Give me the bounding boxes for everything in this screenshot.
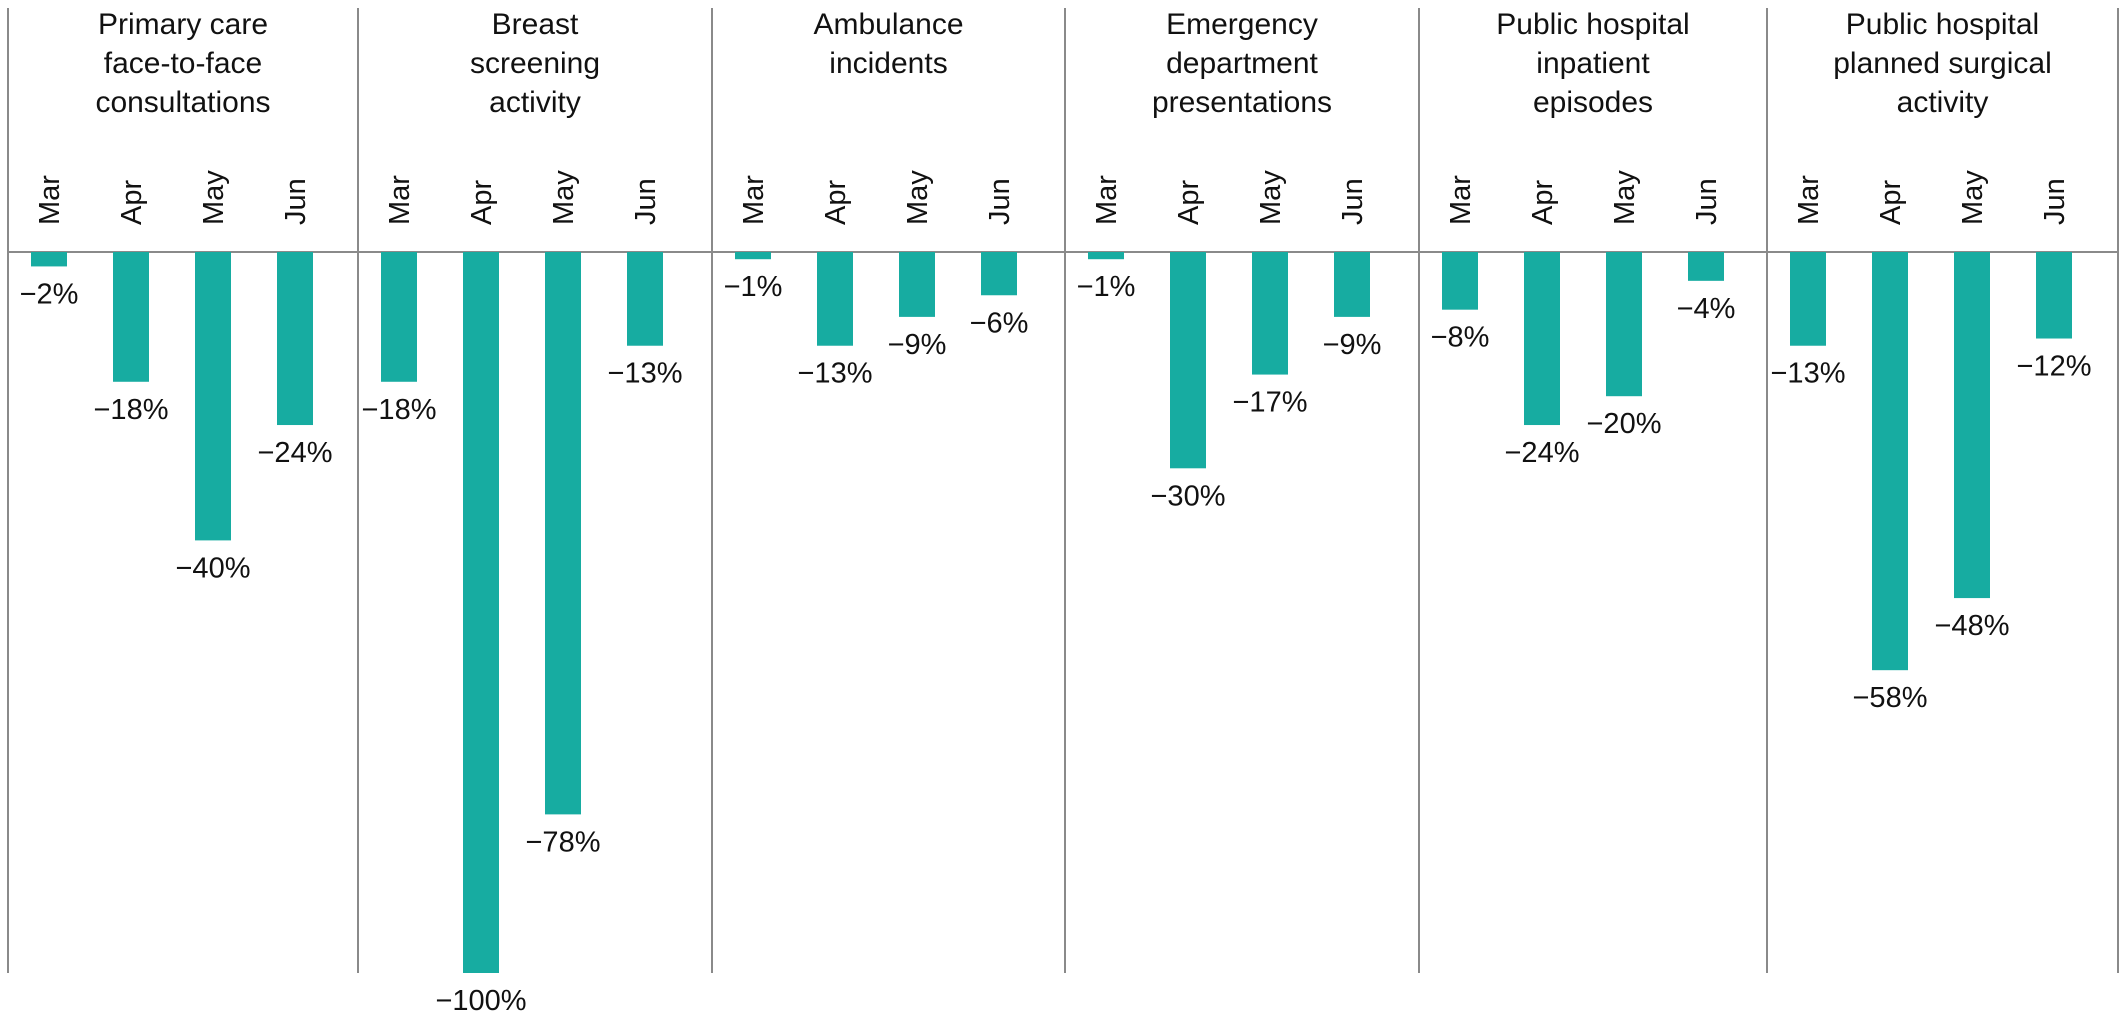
panel-title-4-line-0: Public hospital — [1496, 8, 1689, 41]
value-label-4-1: −24% — [1505, 437, 1580, 469]
bar-3-may — [1252, 252, 1288, 375]
value-label-5-3: −12% — [2017, 351, 2092, 383]
value-label-5-1: −58% — [1853, 682, 1928, 714]
tick-label-3-1: Apr — [1173, 180, 1205, 225]
bar-0-jun — [277, 252, 313, 426]
value-label-1-2: −78% — [526, 826, 601, 858]
tick-label-0-1: Apr — [116, 180, 148, 225]
value-label-3-2: −17% — [1233, 387, 1308, 419]
tick-label-2-1: Apr — [820, 180, 852, 225]
bar-5-apr — [1872, 252, 1908, 671]
value-label-4-3: −4% — [1677, 293, 1736, 325]
panel-title-0-line-1: face-to-face — [104, 47, 262, 80]
value-label-3-3: −9% — [1323, 329, 1382, 361]
tick-label-1-1: Apr — [466, 180, 498, 225]
panel-title-5-line-1: planned surgical — [1833, 47, 2051, 80]
panel-title-5-line-0: Public hospital — [1846, 8, 2039, 41]
panel-title-1-line-0: Breast — [492, 8, 579, 41]
tick-label-0-3: Jun — [280, 178, 312, 225]
bar-0-may — [195, 252, 231, 541]
value-label-2-2: −9% — [888, 329, 947, 361]
tick-label-0-0: Mar — [34, 175, 66, 225]
bar-5-mar — [1790, 252, 1826, 346]
value-label-3-0: −1% — [1077, 271, 1136, 303]
bar-2-may — [899, 252, 935, 317]
bar-4-apr — [1524, 252, 1560, 426]
panel-title-4-line-2: episodes — [1533, 86, 1653, 119]
tick-label-5-2: May — [1957, 170, 1989, 225]
value-label-0-0: −2% — [20, 278, 79, 310]
tick-label-1-2: May — [548, 170, 580, 225]
panel-title-0-line-2: consultations — [95, 86, 270, 119]
bar-5-jun — [2036, 252, 2072, 339]
value-label-5-2: −48% — [1935, 610, 2010, 642]
panel-title-2-line-0: Ambulance — [813, 8, 963, 41]
tick-label-5-1: Apr — [1875, 180, 1907, 225]
panel-title-3-line-2: presentations — [1152, 86, 1332, 119]
tick-label-3-0: Mar — [1091, 175, 1123, 225]
panel-title-0-line-0: Primary care — [98, 8, 268, 41]
tick-label-3-2: May — [1255, 170, 1287, 225]
tick-label-4-1: Apr — [1527, 180, 1559, 225]
bar-0-mar — [31, 252, 67, 267]
tick-label-5-3: Jun — [2039, 178, 2071, 225]
bar-2-mar — [735, 252, 771, 260]
value-label-2-1: −13% — [798, 358, 873, 390]
tick-label-5-0: Mar — [1793, 175, 1825, 225]
bar-1-mar — [381, 252, 417, 382]
value-label-1-3: −13% — [608, 358, 683, 390]
panel-title-2-line-1: incidents — [829, 47, 947, 80]
bar-0-apr — [113, 252, 149, 382]
bar-4-mar — [1442, 252, 1478, 310]
tick-label-1-3: Jun — [630, 178, 662, 225]
bar-4-may — [1606, 252, 1642, 397]
value-label-0-3: −24% — [258, 437, 333, 469]
tick-label-2-3: Jun — [984, 178, 1016, 225]
value-label-2-0: −1% — [724, 271, 783, 303]
bar-3-jun — [1334, 252, 1370, 317]
value-label-0-1: −18% — [94, 394, 169, 426]
tick-label-1-0: Mar — [384, 175, 416, 225]
tick-label-2-2: May — [902, 170, 934, 225]
value-label-3-1: −30% — [1151, 480, 1226, 512]
tick-label-4-0: Mar — [1445, 175, 1477, 225]
value-label-1-1: −100% — [435, 985, 526, 1013]
bar-1-may — [545, 252, 581, 815]
bar-5-may — [1954, 252, 1990, 599]
bar-4-jun — [1688, 252, 1724, 281]
bar-1-jun — [627, 252, 663, 346]
panel-title-5-line-2: activity — [1897, 86, 1989, 119]
value-label-4-0: −8% — [1431, 322, 1490, 354]
panel-title-3-line-1: department — [1166, 47, 1318, 80]
value-label-4-2: −20% — [1587, 408, 1662, 440]
value-label-0-2: −40% — [176, 552, 251, 584]
tick-label-4-3: Jun — [1691, 178, 1723, 225]
panel-title-3-line-0: Emergency — [1166, 8, 1318, 41]
tick-label-2-0: Mar — [738, 175, 770, 225]
bar-3-apr — [1170, 252, 1206, 469]
tick-label-0-2: May — [198, 170, 230, 225]
value-label-1-0: −18% — [362, 394, 437, 426]
panel-title-1-line-2: activity — [489, 86, 581, 119]
bar-2-apr — [817, 252, 853, 346]
panel-title-4-line-1: inpatient — [1536, 47, 1650, 80]
tick-label-3-3: Jun — [1337, 178, 1369, 225]
value-label-2-3: −6% — [970, 307, 1029, 339]
bar-2-jun — [981, 252, 1017, 296]
panel-title-1-line-1: screening — [470, 47, 600, 80]
bar-1-apr — [463, 252, 499, 973]
tick-label-4-2: May — [1609, 170, 1641, 225]
bar-3-mar — [1088, 252, 1124, 260]
value-label-5-0: −13% — [1771, 358, 1846, 390]
